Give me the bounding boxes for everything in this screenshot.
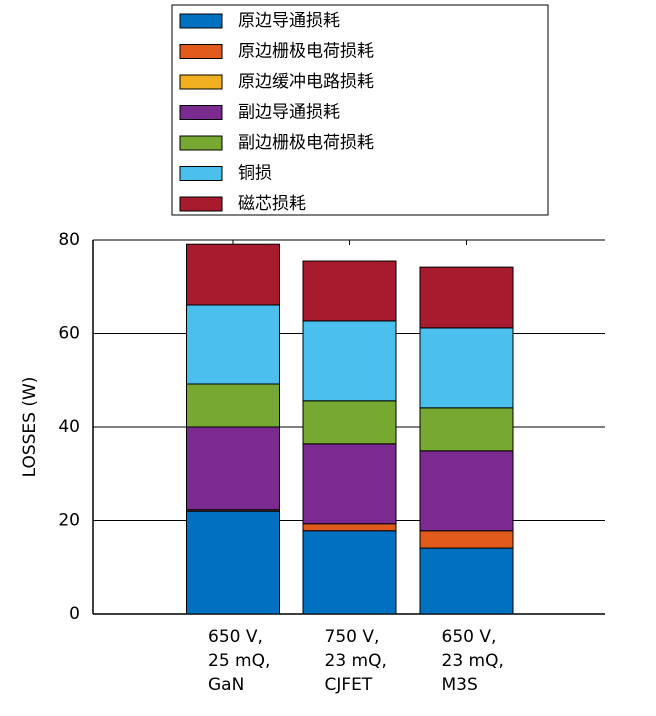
- y-tick-label: 20: [58, 511, 80, 531]
- bar-segment: [419, 407, 514, 452]
- x-tick-label: 23 mQ,: [325, 651, 387, 671]
- x-tick-label: 23 mQ,: [442, 651, 504, 671]
- legend-box: [171, 4, 549, 216]
- bar-segment: [302, 530, 397, 615]
- y-tick-label: 80: [58, 230, 80, 250]
- x-tick-label: 750 V,: [325, 627, 380, 647]
- y-tick-label: 60: [58, 324, 80, 344]
- x-tick-label: 650 V,: [442, 627, 497, 647]
- legend-label: 副边导通损耗: [238, 103, 340, 123]
- legend-label: 铜损: [238, 164, 272, 184]
- legend-label: 原边栅极电荷损耗: [238, 42, 374, 62]
- bar-segment: [419, 530, 514, 549]
- bar-segment: [302, 443, 397, 525]
- legend-swatch: [179, 105, 223, 120]
- y-axis-label: LOSSES (W): [20, 377, 40, 478]
- legend-label: 磁芯损耗: [238, 194, 306, 214]
- x-tick-label: CJFET: [325, 675, 373, 695]
- bar-segment: [419, 547, 514, 615]
- bar-segment: [186, 426, 280, 511]
- legend-swatch: [179, 74, 223, 90]
- y-tick-label: 0: [69, 604, 80, 624]
- bar-segment: [302, 523, 397, 532]
- y-tick-label: 40: [58, 417, 80, 437]
- bar-segment: [419, 266, 514, 329]
- legend-label: 副边栅极电荷损耗: [238, 133, 374, 153]
- x-tick-label: M3S: [442, 675, 478, 695]
- x-tick-label: 25 mQ,: [208, 651, 270, 671]
- bar-segment: [186, 243, 280, 306]
- bar-segment: [186, 304, 280, 385]
- bar-segment: [186, 383, 280, 428]
- x-tick-label: GaN: [208, 675, 244, 695]
- legend-swatch: [179, 135, 223, 151]
- legend-label: 原边缓冲电路损耗: [238, 72, 374, 92]
- bar-segment: [419, 327, 514, 409]
- bar-segment: [302, 260, 397, 322]
- x-tick-label: 650 V,: [208, 627, 263, 647]
- legend-swatch: [179, 166, 223, 181]
- legend-swatch: [179, 13, 223, 29]
- legend-swatch: [179, 44, 223, 59]
- bar-segment: [419, 450, 514, 532]
- legend-label: 原边导通损耗: [238, 11, 340, 31]
- bar-segment: [302, 320, 397, 402]
- bar-segment: [186, 510, 280, 615]
- legend-swatch: [179, 196, 223, 212]
- bar-segment: [302, 400, 397, 445]
